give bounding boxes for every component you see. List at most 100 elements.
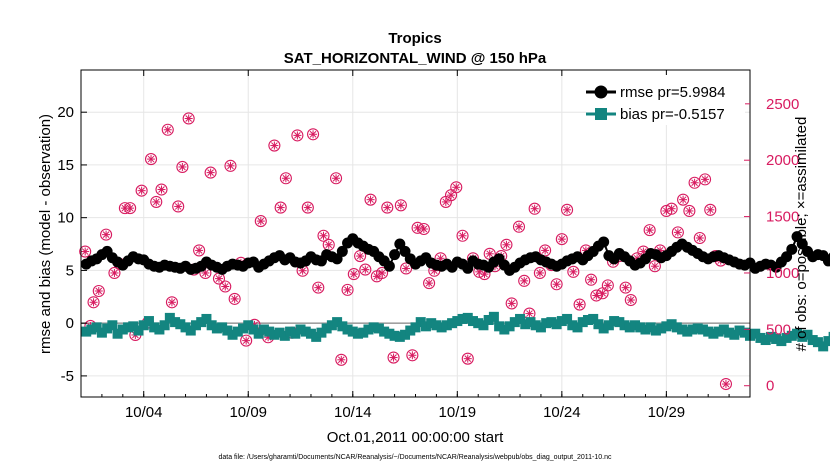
bias-point bbox=[734, 325, 745, 336]
bias-point bbox=[818, 341, 829, 352]
bias-point bbox=[692, 323, 703, 334]
obs-possible-point bbox=[601, 279, 614, 292]
obs-assimilated-point bbox=[137, 186, 146, 195]
bias-point bbox=[154, 324, 165, 335]
x-tick-label: 10/19 bbox=[439, 404, 477, 421]
obs-asterisk-stroke bbox=[361, 266, 369, 273]
legend-box bbox=[586, 75, 745, 125]
obs-possible-point bbox=[699, 173, 712, 186]
bias-point bbox=[248, 324, 259, 335]
obs-possible-point bbox=[550, 278, 563, 291]
obs-asterisk-stroke bbox=[344, 286, 351, 294]
y-tick-label: 10 bbox=[57, 210, 74, 227]
y2-tick-label: 2000 bbox=[766, 152, 799, 169]
obs-possible-point bbox=[193, 244, 206, 257]
obs-asterisk-stroke bbox=[541, 247, 549, 254]
bias-point bbox=[457, 313, 468, 324]
bias-point bbox=[332, 317, 343, 328]
obs-assimilated-point bbox=[378, 268, 387, 277]
bias-point bbox=[671, 322, 682, 333]
obs-assimilated-point bbox=[389, 353, 398, 362]
obs-assimilated-point bbox=[425, 279, 434, 288]
obs-assimilated-point bbox=[701, 175, 710, 184]
bias-point bbox=[713, 326, 724, 337]
obs-assimilated-point bbox=[695, 234, 704, 243]
bias-point bbox=[258, 324, 269, 335]
x-tick-label: 10/24 bbox=[543, 404, 581, 421]
bias-point bbox=[499, 324, 510, 335]
bias-point bbox=[342, 324, 353, 335]
rmse-point bbox=[389, 249, 401, 261]
obs-assimilated-point bbox=[319, 231, 328, 240]
bias-point bbox=[593, 319, 604, 330]
bias-point bbox=[656, 323, 667, 334]
rmse-point bbox=[383, 260, 395, 272]
obs-possible-point bbox=[150, 195, 163, 208]
obs-assimilated-point bbox=[679, 195, 688, 204]
obs-assimilated-point bbox=[413, 223, 422, 232]
legend-rmse-marker bbox=[594, 85, 608, 99]
bias-point bbox=[285, 326, 296, 337]
obs-asterisk-stroke bbox=[627, 296, 635, 304]
obs-possible-point bbox=[224, 159, 237, 172]
obs-assimilated-point bbox=[242, 336, 251, 345]
obs-possible-point bbox=[79, 245, 92, 258]
obs-possible-point bbox=[381, 201, 394, 214]
bias-point bbox=[582, 314, 593, 325]
obs-possible-point bbox=[330, 172, 343, 185]
obs-asterisk-stroke bbox=[651, 262, 659, 270]
obs-asterisk-stroke bbox=[294, 132, 301, 139]
rmse-point bbox=[822, 255, 830, 267]
obs-possible-point bbox=[364, 193, 377, 206]
obs-assimilated-point bbox=[337, 355, 346, 364]
obs-asterisk-stroke bbox=[81, 248, 89, 255]
bias-point bbox=[515, 313, 526, 324]
bias-point bbox=[452, 316, 463, 327]
bias-point bbox=[117, 324, 128, 335]
bias-point bbox=[394, 331, 405, 342]
obs-assimilated-point bbox=[293, 131, 302, 140]
bias-point bbox=[504, 321, 515, 332]
obs-asterisk-stroke bbox=[599, 289, 606, 297]
obs-possible-point bbox=[100, 228, 113, 241]
bias-point bbox=[305, 328, 316, 339]
bias-point bbox=[812, 337, 823, 348]
y2-axis: 0 500 1000 1500 2000 2500 bbox=[744, 96, 799, 395]
obs-asterisk-stroke bbox=[314, 284, 322, 291]
obs-assimilated-point bbox=[89, 298, 98, 307]
bias-point bbox=[159, 320, 170, 331]
y-tick-label: 5 bbox=[66, 262, 74, 279]
bias-point bbox=[415, 317, 426, 328]
obs-asterisk-stroke bbox=[126, 204, 134, 212]
bias-point bbox=[264, 326, 275, 337]
obs-assimilated-point bbox=[502, 240, 511, 249]
obs-asterisk-stroke bbox=[420, 225, 428, 233]
obs-possible-point bbox=[394, 199, 407, 212]
bias-point bbox=[650, 325, 661, 336]
bias-point bbox=[143, 316, 154, 327]
obs-assimilated-point bbox=[396, 201, 405, 210]
obs-asterisk-stroke bbox=[257, 217, 265, 225]
obs-assimilated-point bbox=[706, 205, 715, 214]
obs-asterisk-stroke bbox=[563, 206, 571, 214]
bias-point bbox=[624, 322, 635, 333]
bias-point bbox=[541, 318, 552, 329]
obs-asterisk-stroke bbox=[587, 276, 595, 284]
obs-possible-point bbox=[335, 353, 348, 366]
obs-possible-point bbox=[124, 202, 137, 215]
bias-point bbox=[269, 329, 280, 340]
bias-point bbox=[520, 319, 531, 330]
obs-assimilated-point bbox=[361, 265, 370, 274]
obs-asterisk-stroke bbox=[569, 268, 577, 276]
obs-asterisk-stroke bbox=[425, 279, 433, 287]
obs-asterisk-stroke bbox=[111, 269, 118, 277]
obs-asterisk-stroke bbox=[722, 380, 730, 388]
obs-assimilated-point bbox=[102, 230, 111, 239]
obs-assimilated-point bbox=[458, 231, 467, 240]
obs-assimilated-point bbox=[157, 185, 166, 194]
obs-asterisk-stroke bbox=[686, 207, 693, 215]
bias-point bbox=[750, 328, 761, 339]
bias-point bbox=[431, 320, 442, 331]
obs-possible-point bbox=[461, 352, 474, 365]
obs-possible-point bbox=[665, 202, 678, 215]
